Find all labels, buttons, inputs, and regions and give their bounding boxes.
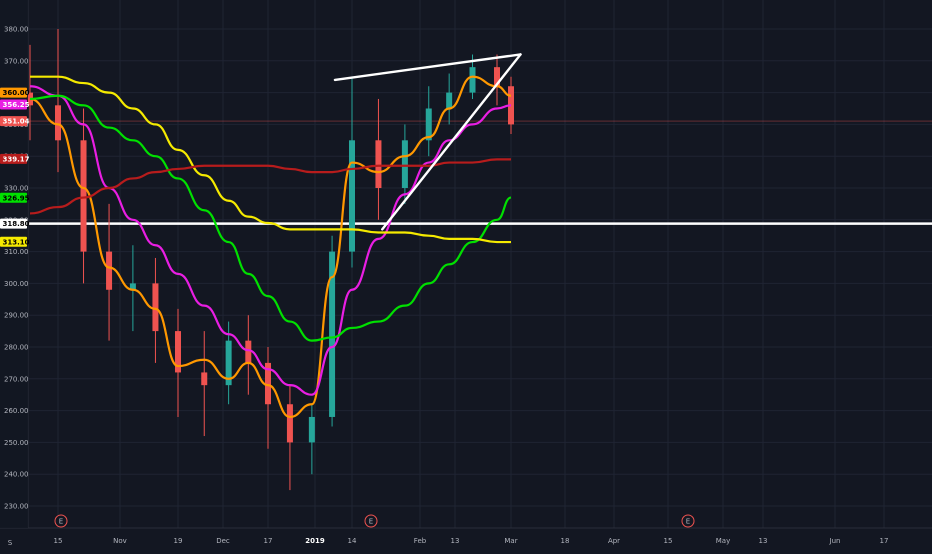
- candle-body: [106, 251, 113, 290]
- candle-body: [425, 108, 432, 141]
- y-tick-label: 310.00: [4, 248, 29, 256]
- candle-body: [201, 372, 208, 386]
- candles: [27, 29, 514, 491]
- x-tick-label: 14: [348, 537, 357, 545]
- candle-body: [469, 67, 476, 93]
- price-badge-label: 318.80: [3, 220, 30, 228]
- candle-body: [55, 105, 61, 141]
- x-tick-label: 15: [54, 537, 63, 545]
- y-tick-label: 290.00: [4, 312, 29, 320]
- candle-body: [494, 67, 500, 87]
- earnings-marker-label: E: [59, 518, 63, 526]
- candle-body: [349, 140, 355, 252]
- y-tick-label: 250.00: [4, 439, 29, 447]
- horizontal-lines: [0, 120, 932, 225]
- x-tick-label: 13: [451, 537, 460, 545]
- x-tick-label: Jun: [829, 537, 841, 545]
- price-badge-label: 360.00: [3, 89, 30, 97]
- earnings-marker-circle: [54, 514, 68, 528]
- y-tick-label: 300.00: [4, 280, 29, 288]
- candle-body: [375, 140, 382, 188]
- candle-body: [80, 140, 87, 252]
- x-tick-label: May: [716, 537, 730, 545]
- y-tick-label: 380.00: [4, 26, 29, 34]
- moving-averages: [29, 75, 512, 419]
- trendline-wedge-upper[interactable]: [333, 53, 522, 82]
- earnings-marker-circle: [364, 514, 378, 528]
- earnings-marker-label: E: [369, 518, 373, 526]
- y-axis-bg: [0, 0, 28, 528]
- x-tick-label: 15: [664, 537, 673, 545]
- x-tick-label: Mar: [504, 537, 517, 545]
- candle-body: [446, 92, 453, 109]
- moving-average-line: [29, 75, 512, 419]
- y-tick-label: 270.00: [4, 375, 29, 383]
- x-tick-label: 17: [880, 537, 889, 545]
- candle-body: [401, 140, 408, 188]
- earnings-marker[interactable]: E: [681, 514, 695, 528]
- candle-body: [286, 404, 293, 443]
- price-badge-label: 351.04: [3, 118, 30, 126]
- y-tick-label: 240.00: [4, 471, 29, 479]
- price-badge: [0, 99, 27, 110]
- earnings-marker[interactable]: E: [54, 514, 68, 528]
- candle-body: [152, 283, 159, 332]
- price-badge: [0, 192, 27, 203]
- y-tick-label: 230.00: [4, 503, 29, 511]
- trendline-wedge-lower[interactable]: [381, 53, 522, 231]
- x-tick-label: 17: [264, 537, 273, 545]
- x-tick-label: Nov: [113, 537, 127, 545]
- candle-body: [129, 283, 136, 290]
- candle-body: [329, 251, 336, 417]
- price-badge: [0, 87, 27, 98]
- price-badges: 360.00 356.25 351.04 339.17 326.95 318.80 313.…: [0, 87, 30, 247]
- price-badge-label: 313.10: [3, 238, 30, 246]
- x-tick-label: Dec: [216, 537, 230, 545]
- price-badge: [0, 236, 27, 247]
- y-tick-label: 330.00: [4, 185, 29, 193]
- x-tick-label: Feb: [414, 537, 427, 545]
- moving-average-line: [29, 94, 512, 342]
- x-axis: 15 Nov 19 Dec 17 2019 14 Feb 13 Mar 18 Apr 15 May 13 Ju…: [8, 537, 889, 547]
- x-tick-label: Apr: [608, 537, 620, 545]
- trendlines: [333, 53, 522, 231]
- x-tick-label: 18: [561, 537, 570, 545]
- moving-average-line: [29, 158, 511, 215]
- price-badge: [0, 218, 27, 229]
- x-tick-label: 13: [759, 537, 768, 545]
- candle-body: [308, 416, 315, 443]
- price-badge-label: 326.95: [3, 194, 30, 202]
- earnings-marker-circle: [681, 514, 695, 528]
- price-badge: [0, 116, 27, 127]
- y-tick-label: 370.00: [4, 57, 29, 65]
- candle-body: [225, 340, 232, 386]
- candle-body: [175, 331, 181, 373]
- axis-settings-label[interactable]: S: [8, 539, 13, 547]
- price-badge: [0, 153, 27, 164]
- x-tick-label: 2019: [305, 537, 325, 545]
- candle-body: [265, 362, 271, 405]
- price-badge-label: 356.25: [3, 101, 30, 109]
- y-tick-label: 260.00: [4, 407, 29, 415]
- earnings-marker-label: E: [686, 518, 690, 526]
- candle-body: [245, 340, 252, 363]
- moving-average-line: [29, 85, 512, 396]
- y-axis: 230.00 240.00 250.00 260.00 270.00 280.00 290.…: [0, 0, 29, 528]
- moving-average-line: [30, 75, 511, 244]
- y-tick-label: 280.00: [4, 344, 29, 352]
- x-tick-label: 19: [174, 537, 183, 545]
- earnings-marker[interactable]: E: [364, 514, 378, 528]
- price-badge-label: 339.17: [3, 155, 30, 163]
